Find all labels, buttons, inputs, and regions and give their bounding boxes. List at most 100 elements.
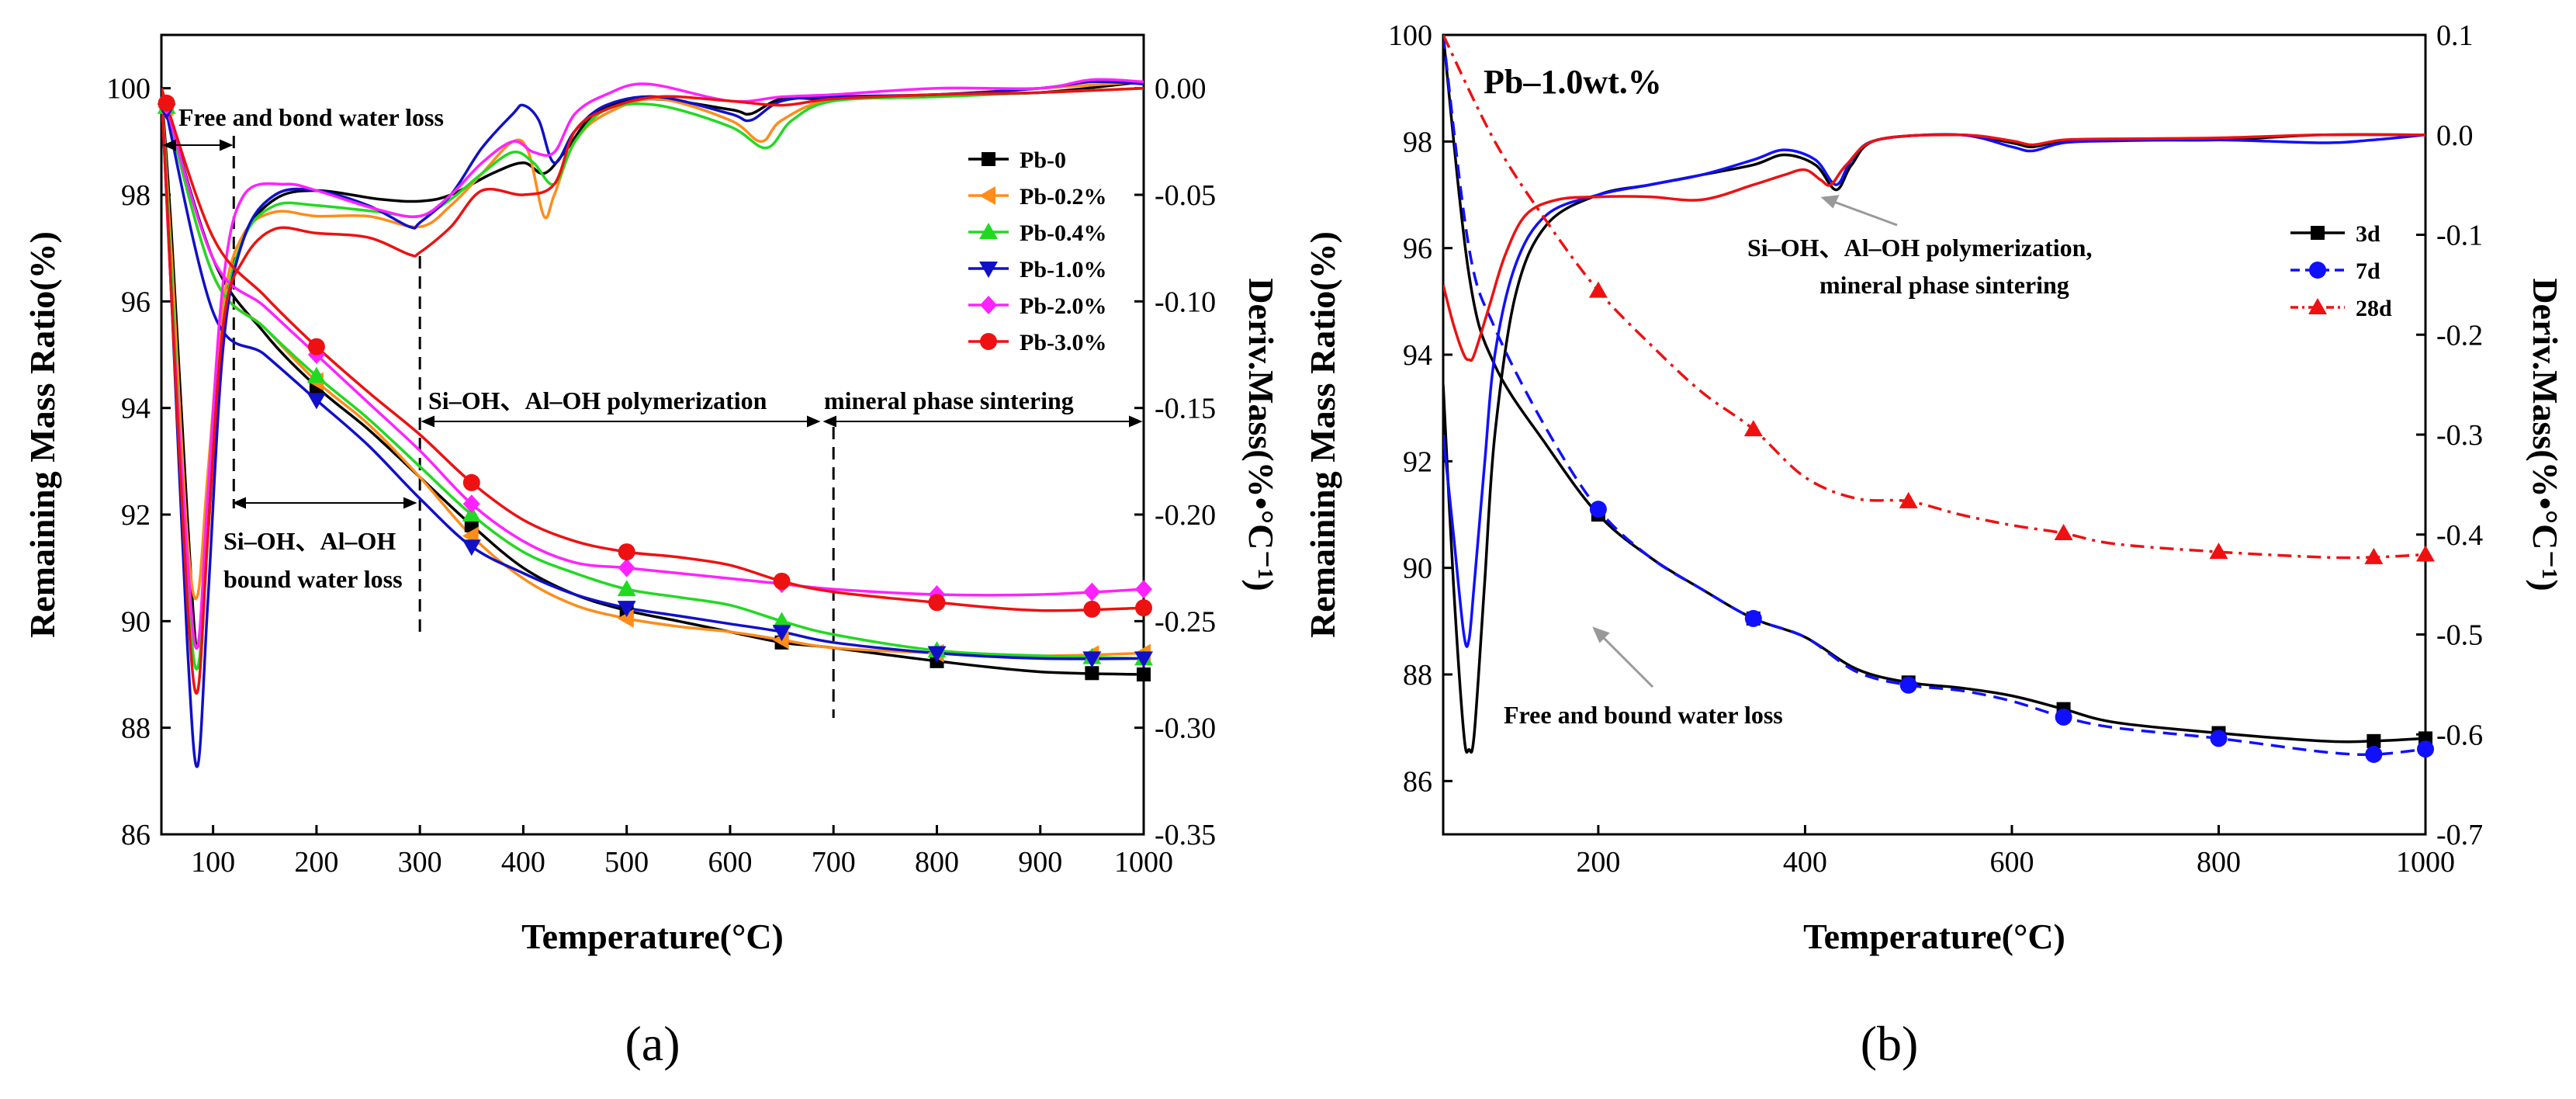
data-point-Pb-0 bbox=[1137, 667, 1151, 681]
legend-marker bbox=[979, 262, 998, 278]
panel-a-plot-frame bbox=[160, 33, 1145, 836]
dtg-line-28d bbox=[1443, 133, 2425, 362]
y-tick-label: 92 bbox=[121, 499, 151, 532]
data-point-Pb-0.4% bbox=[306, 366, 326, 383]
data-point-Pb-1.0% bbox=[462, 539, 481, 556]
panel-a-annotation-arrows bbox=[162, 139, 1143, 509]
panel-a-y-axis-title: Remaining Mass Ratio(%) bbox=[23, 231, 62, 638]
x-tick-label: 500 bbox=[604, 846, 649, 879]
data-point-Pb-3.0% bbox=[1135, 599, 1152, 617]
y-tick-label: 94 bbox=[121, 393, 151, 425]
data-point-Pb-3.0% bbox=[773, 572, 791, 590]
data-point-Pb-1.0% bbox=[1082, 651, 1102, 668]
data-point-Pb-3.0% bbox=[618, 543, 635, 561]
data-point-28d bbox=[2054, 524, 2073, 541]
y-tick-label: 90 bbox=[1403, 553, 1432, 585]
panel-b-markers bbox=[1588, 281, 2435, 763]
arrow-head bbox=[421, 415, 435, 428]
data-point-7d bbox=[1899, 676, 1917, 694]
panel-a-y2-axis-title: Deriv.Mass(%•°C⁻¹) bbox=[1241, 278, 1281, 591]
annotation-bound-water-line1: Si–OH、Al–OH bbox=[223, 527, 396, 555]
panel-a-region-dividers bbox=[232, 136, 835, 718]
dtg-line-Pb-0.4% bbox=[161, 86, 1144, 671]
x-tick-label: 600 bbox=[708, 846, 752, 879]
legend-label: 7d bbox=[2356, 258, 2380, 284]
data-point-Pb-2.0% bbox=[1135, 580, 1152, 599]
panel-a-legend: Pb-0 Pb-0.2% Pb-0.4% Pb-1.0% Pb-2.0% Pb-3.0% bbox=[968, 147, 1107, 355]
data-point-Pb-1.0% bbox=[927, 646, 947, 663]
y2-tick-label: -0.2 bbox=[2436, 319, 2483, 352]
y2-tick-label: -0.25 bbox=[1155, 605, 1216, 638]
y2-tick-label: -0.20 bbox=[1155, 499, 1216, 532]
data-point-28d bbox=[2416, 545, 2435, 562]
data-point-Pb-2.0% bbox=[1083, 582, 1101, 602]
data-point-Pb-1.0% bbox=[772, 625, 791, 642]
data-point-Pb-1.0% bbox=[1134, 651, 1153, 668]
x-tick-label: 200 bbox=[294, 846, 338, 879]
y2-tick-label: -0.6 bbox=[2436, 719, 2483, 751]
x-tick-label: 700 bbox=[812, 846, 856, 879]
y2-tick-label: 0.00 bbox=[1155, 73, 1207, 106]
dtg-line-3d bbox=[1443, 133, 2425, 754]
y2-tick-label: -0.1 bbox=[2436, 220, 2483, 252]
data-point-Pb-3.0% bbox=[158, 94, 175, 112]
legend-label: Pb-1.0% bbox=[1020, 257, 1107, 283]
legend-label: Pb-0.2% bbox=[1020, 184, 1107, 210]
data-point-Pb-2.0% bbox=[462, 494, 480, 514]
x-tick-label: 900 bbox=[1018, 846, 1062, 879]
panel-a-markers bbox=[157, 94, 1153, 681]
panel-b-y2-ticks: 0.1 0.0 -0.1 -0.2 -0.3 -0.4 -0.5 -0.6 -0.7 bbox=[2416, 19, 2483, 851]
x-tick-label: 100 bbox=[191, 846, 235, 879]
panel-b-series bbox=[1443, 35, 2425, 756]
legend-label: Pb-3.0% bbox=[1020, 330, 1107, 355]
y-tick-label: 90 bbox=[121, 605, 151, 638]
panel-a-chart: 100 200 300 400 500 600 700 800 900 1000 86 88 90 92… bbox=[23, 33, 1281, 1071]
dtg-line-Pb-0 bbox=[161, 80, 1144, 649]
arrow-head bbox=[162, 139, 176, 151]
y2-tick-label: -0.30 bbox=[1155, 712, 1216, 745]
y-tick-label: 100 bbox=[106, 73, 151, 106]
data-point-Pb-3.0% bbox=[462, 473, 480, 491]
arrow-head bbox=[220, 139, 234, 151]
legend-label: Pb-0 bbox=[1020, 147, 1066, 173]
panel-b-y2-axis-title: Deriv.Mass(%•°C⁻¹) bbox=[2526, 278, 2565, 591]
panel-a-y-ticks: 86 88 90 92 94 96 98 100 bbox=[106, 73, 171, 851]
tga-line-Pb-1.0% bbox=[161, 88, 1144, 660]
data-point-Pb-1.0% bbox=[617, 601, 636, 618]
dtg-line-Pb-1.0% bbox=[161, 80, 1144, 768]
x-tick-label: 800 bbox=[2197, 846, 2241, 879]
arrow-head bbox=[403, 497, 417, 509]
tga-line-Pb-3.0% bbox=[161, 88, 1144, 612]
y-tick-label: 86 bbox=[1403, 765, 1432, 798]
tga-line-28d bbox=[1443, 35, 2425, 560]
legend-marker bbox=[2309, 262, 2326, 279]
data-point-Pb-0.4% bbox=[462, 505, 481, 522]
annotation-polymerization: Si–OH、Al–OH polymerization bbox=[428, 387, 767, 414]
data-point-28d bbox=[1743, 420, 1763, 437]
data-point-Pb-0.2% bbox=[617, 608, 634, 628]
data-point-7d bbox=[2055, 708, 2072, 726]
panel-b-x-axis-title: Temperature(°C) bbox=[1803, 917, 2065, 956]
data-point-Pb-0.4% bbox=[617, 580, 636, 597]
y-tick-label: 86 bbox=[121, 819, 151, 851]
x-tick-label: 800 bbox=[915, 846, 959, 879]
arrow-head bbox=[232, 497, 246, 509]
legend-label: Pb-0.4% bbox=[1020, 220, 1107, 246]
panel-b-y-axis-title: Remaining Mass Ratio(%) bbox=[1303, 231, 1342, 638]
data-point-7d bbox=[2210, 730, 2228, 747]
x-tick-label: 400 bbox=[1783, 846, 1827, 879]
y-tick-label: 94 bbox=[1403, 339, 1432, 372]
x-tick-label: 600 bbox=[1989, 846, 2034, 879]
panel-b-label: (b) bbox=[1861, 1016, 1919, 1071]
arrow-head bbox=[1129, 415, 1143, 428]
panel-a-x-axis-title: Temperature(°C) bbox=[521, 917, 784, 956]
legend-marker bbox=[980, 333, 997, 350]
y2-tick-label: 0.1 bbox=[2436, 19, 2474, 52]
data-point-7d bbox=[2417, 740, 2434, 758]
y2-tick-label: -0.4 bbox=[2436, 519, 2483, 552]
data-point-Pb-0.4% bbox=[772, 612, 791, 629]
dtg-line-Pb-3.0% bbox=[161, 86, 1144, 695]
annotation-bound-water-line2: bound water loss bbox=[223, 565, 403, 593]
legend-label: Pb-2.0% bbox=[1020, 293, 1107, 319]
